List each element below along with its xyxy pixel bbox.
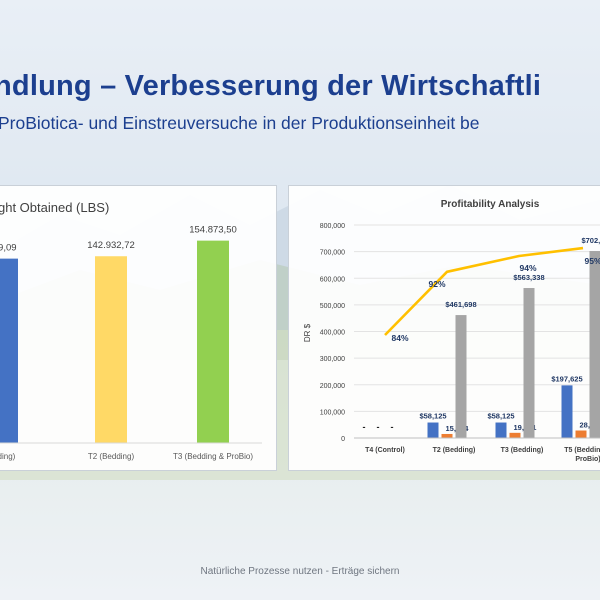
profit-bar-s3-c4 [589, 251, 600, 438]
profit-bar-s2-c3 [509, 432, 521, 438]
profit-data-label-s1-c2: $58,125 [419, 412, 446, 421]
efficiency-label-2: 92% [428, 279, 445, 289]
y-tick-label-0: 0 [341, 436, 345, 443]
profitability-title: Profitability Analysis [441, 199, 540, 210]
x-category-label-4: T5 (Bedding & [564, 447, 600, 454]
weight-data-label-1: 109,09 [0, 243, 17, 254]
weight-data-label-3: 154.873,50 [189, 225, 237, 236]
y-axis-label: DR $ [303, 323, 312, 342]
profit-bar-s2-c4 [575, 430, 587, 438]
profit-bar-s1-c3 [495, 422, 507, 438]
efficiency-label-3: 94% [519, 263, 536, 273]
weight-chart-panel [0, 185, 277, 471]
efficiency-line [384, 246, 584, 336]
placeholder-label-s2-c1: - [377, 422, 380, 432]
weight-chart-title: ght Obtained (LBS) [0, 200, 110, 215]
y-tick-label-8: 800,000 [320, 223, 345, 230]
y-tick-label-2: 200,000 [320, 383, 345, 390]
profitability-chart-panel [288, 185, 600, 471]
profitability-chart: Profitability Analysis 0 100,000 200,000 300… [303, 199, 600, 463]
weight-category-label-2: T2 (Bedding) [88, 452, 135, 461]
y-tick-label-5: 500,000 [320, 303, 345, 310]
profit-bar-s2-c2 [441, 433, 453, 438]
profit-bar-s1-c2 [427, 422, 439, 438]
x-category-label-1: T4 (Control) [365, 447, 405, 454]
efficiency-label-1: 84% [391, 333, 408, 343]
slide-footer: Natürliche Prozesse nutzen - Erträge sic… [200, 566, 400, 577]
profit-data-label-s3-c3: $563,338 [513, 273, 544, 282]
weight-bar-3 [197, 240, 229, 443]
weight-bar-2 [95, 256, 127, 443]
y-tick-label-3: 300,000 [320, 356, 345, 363]
weight-category-label-1: edding) [0, 452, 16, 461]
profit-data-label-s3-c2: $461,698 [445, 300, 476, 309]
placeholder-label-s3-c1: - [391, 422, 394, 432]
profit-bar-s3-c3 [523, 288, 535, 438]
placeholder-label-s1-c1: - [363, 422, 366, 432]
weight-category-label-3: T3 (Bedding & ProBio) [173, 452, 253, 461]
profit-data-label-s3-c4: $702,30 [581, 236, 600, 245]
profit-bar-s3-c2 [455, 315, 467, 438]
y-tick-label-4: 400,000 [320, 330, 345, 337]
x-category-label-2: T2 (Bedding) [433, 447, 476, 454]
y-tick-label-1: 100,000 [320, 409, 345, 416]
y-tick-label-7: 700,000 [320, 250, 345, 257]
profit-bar-s1-c4 [561, 385, 573, 438]
profit-data-label-s1-c3: $58,125 [487, 412, 514, 421]
profit-data-label-s1-c4: $197,625 [551, 374, 582, 383]
weight-chart: 109,09 edding) 142.932,72 T2 (Bedding) 154.8… [0, 225, 262, 461]
slide-title: ndlung – Verbesserung der Wirtschaftli [0, 70, 542, 102]
slide-subtitle: ProBiotica- und Einstreuversuche in der … [0, 113, 480, 133]
y-tick-label-6: 600,000 [320, 276, 345, 283]
weight-bar-1 [0, 258, 18, 443]
x-category-label-4-line2: ProBio) [575, 456, 600, 463]
weight-data-label-2: 142.932,72 [87, 240, 135, 251]
x-category-label-3: T3 (Bedding) [501, 447, 544, 454]
efficiency-label-4: 95% [584, 256, 600, 266]
